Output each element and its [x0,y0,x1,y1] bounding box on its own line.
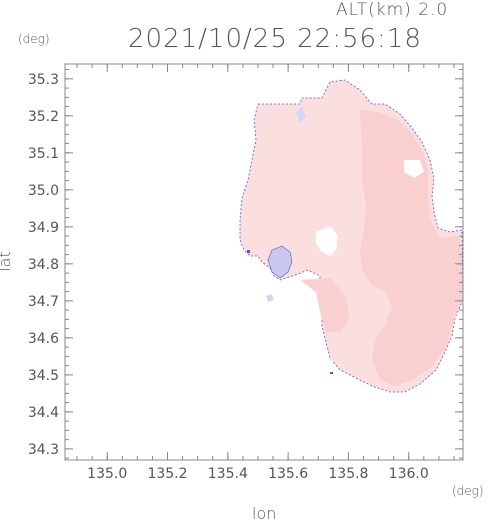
edge-pixel [268,236,272,239]
y-unit-label: (deg) [18,32,50,46]
x-tick-label: 135.2 [147,466,187,482]
datetime-title: 2021/10/25 22:56:18 [128,24,422,54]
no-echo-gap [404,160,424,178]
y-tick-label: 34.8 [28,257,59,273]
y-tick-label: 34.7 [28,294,59,310]
x-tick-label: 135.8 [328,466,368,482]
echo-patch [300,278,350,332]
y-tick-label: 34.6 [28,331,59,347]
tick-layer: 135.0 135.2 135.4 135.6 135.8 136.0 34.3 34.4 34… [28,64,463,482]
y-tick-label: 34.4 [28,405,59,421]
x-tick-label: 135.6 [268,466,308,482]
edge-pixel [330,358,334,361]
plot-frame [64,63,464,461]
y-tick-label: 35.1 [28,146,59,162]
y-tick-label: 34.9 [28,220,59,236]
no-echo-gap [316,226,338,256]
low-value-patch [267,245,293,279]
y-tick-label: 35.0 [28,183,59,199]
y-tick-label: 35.2 [28,109,59,125]
x-axis-label: lon [252,504,277,523]
y-tick-label: 34.3 [28,442,59,458]
y-tick-label: 34.5 [28,368,59,384]
edge-pixel [247,250,250,253]
y-tick-label: 35.3 [28,72,59,88]
x-tick-label: 135.4 [208,466,248,482]
echo-field-stronger [360,110,462,386]
x-unit-label: (deg) [452,484,484,498]
altitude-label: ALT(km) 2.0 [336,0,449,20]
x-tick-label: 136.0 [389,466,429,482]
field-layer [239,79,463,393]
low-value-patch [296,106,306,124]
edge-pixel [330,372,333,374]
low-value-patch [266,294,274,302]
x-tick-label: 135.0 [87,466,127,482]
